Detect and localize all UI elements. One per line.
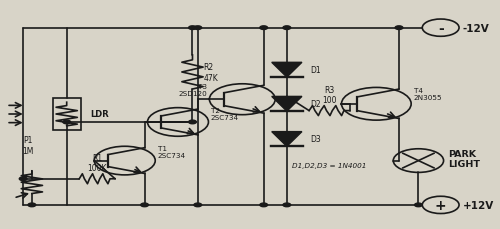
Circle shape (260, 27, 268, 30)
Polygon shape (272, 132, 302, 147)
Circle shape (414, 203, 422, 207)
Text: T3
2SD120: T3 2SD120 (178, 84, 207, 97)
Polygon shape (272, 97, 302, 112)
Circle shape (188, 121, 196, 124)
Circle shape (20, 177, 27, 181)
Bar (52, 99, 80, 130)
Circle shape (260, 203, 268, 207)
Text: -12V: -12V (463, 24, 489, 33)
Text: R2
47K: R2 47K (203, 63, 218, 82)
Text: P1
1M: P1 1M (22, 136, 34, 155)
Text: R3
100: R3 100 (322, 85, 336, 105)
Text: R1
100K: R1 100K (88, 153, 107, 173)
Text: +: + (435, 198, 446, 212)
Circle shape (283, 203, 290, 207)
Polygon shape (272, 63, 302, 78)
Text: D3: D3 (310, 135, 321, 144)
Text: T2
2SC734: T2 2SC734 (211, 107, 239, 120)
Circle shape (283, 27, 290, 30)
Text: D1,D2,D3 = 1N4001: D1,D2,D3 = 1N4001 (292, 162, 366, 168)
Text: PARK
LIGHT: PARK LIGHT (448, 149, 480, 168)
Text: D2: D2 (310, 100, 321, 109)
Text: T1
2SC734: T1 2SC734 (158, 146, 186, 159)
Text: -: - (438, 22, 444, 35)
Circle shape (28, 203, 36, 207)
Text: LDR: LDR (90, 110, 108, 119)
Circle shape (194, 203, 202, 207)
Text: +12V: +12V (463, 200, 494, 210)
Circle shape (395, 27, 403, 30)
Text: D1: D1 (310, 66, 321, 75)
Circle shape (140, 203, 148, 207)
Circle shape (188, 27, 196, 30)
Circle shape (63, 121, 70, 124)
Text: T4
2N3055: T4 2N3055 (414, 88, 442, 101)
Circle shape (194, 27, 202, 30)
